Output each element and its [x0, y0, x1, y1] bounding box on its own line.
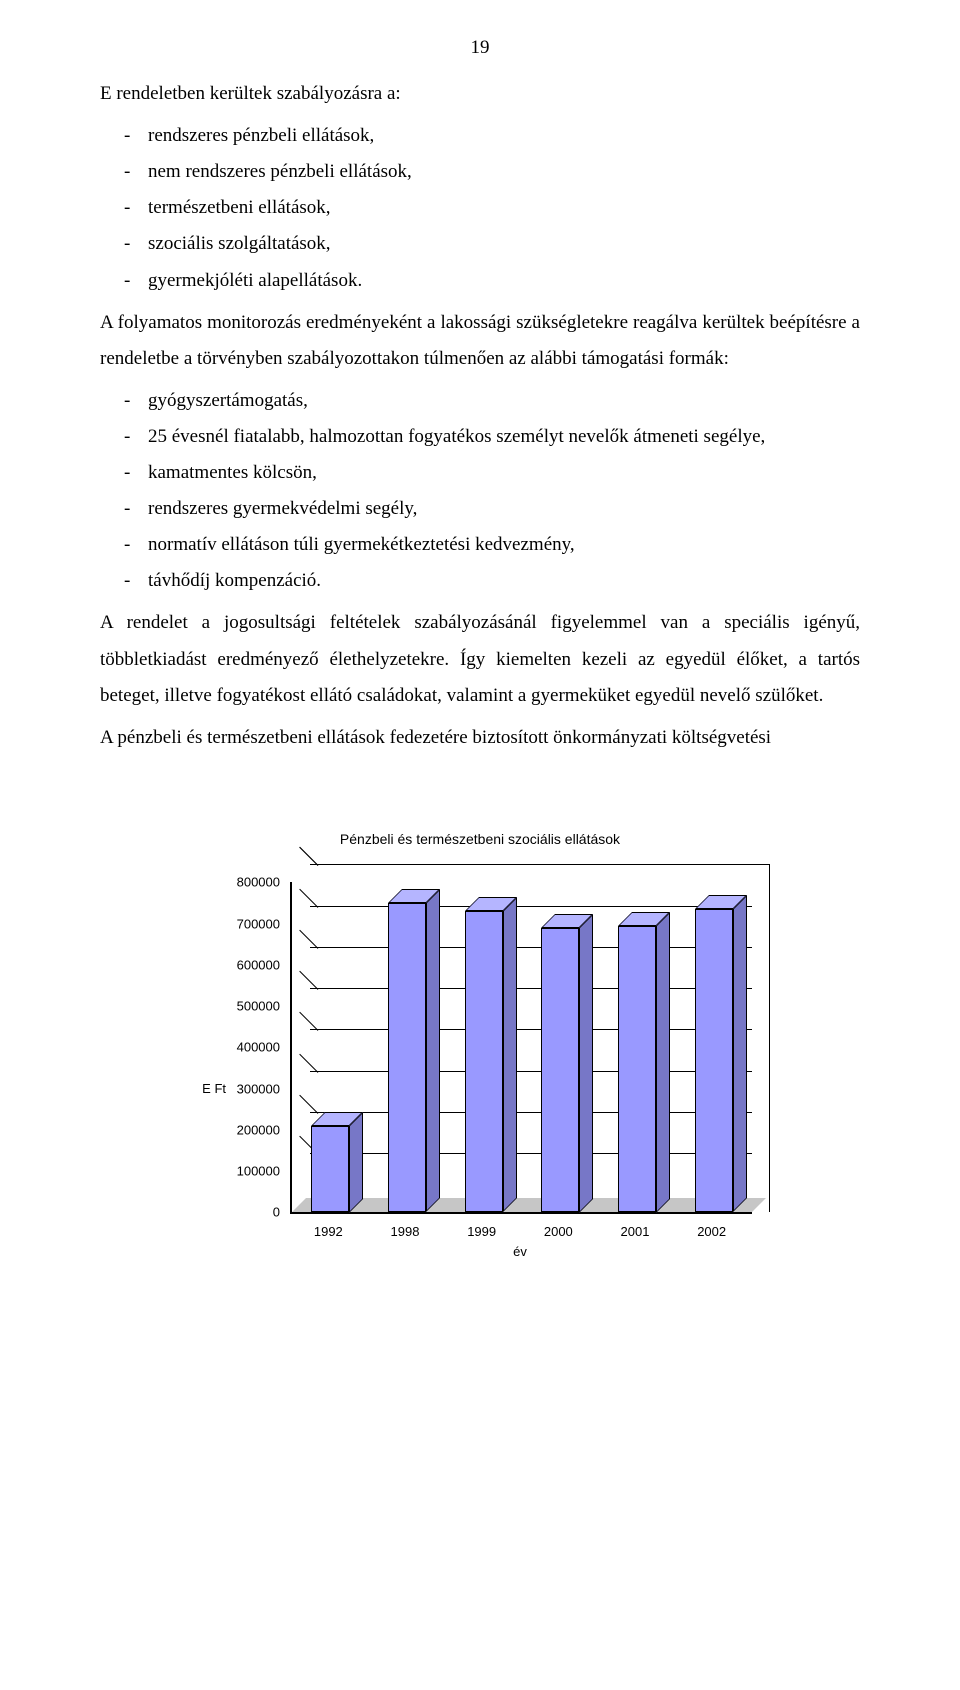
page-number: 19 — [100, 30, 860, 66]
paragraph-4: A pénzbeli és természetbeni ellátások fe… — [100, 720, 860, 756]
bar-front — [695, 909, 733, 1212]
list-item: rendszeres pénzbeli ellátások, — [100, 118, 860, 154]
list-item: kamatmentes kölcsön, — [100, 455, 860, 491]
y-tick-label: 700000 — [190, 917, 280, 930]
x-axis-label: év — [290, 1240, 750, 1265]
y-tick-label: 400000 — [190, 1041, 280, 1054]
bar — [465, 911, 503, 1212]
bar-front — [388, 903, 426, 1212]
bar-front — [618, 926, 656, 1213]
bar-side — [426, 889, 440, 1212]
document-page: 19 E rendeletben kerültek szabályozásra … — [0, 0, 960, 1690]
list-item: nem rendszeres pénzbeli ellátások, — [100, 154, 860, 190]
paragraph-3: A rendelet a jogosultsági feltételek sza… — [100, 605, 860, 713]
bar — [618, 926, 656, 1213]
x-tick-label: 1992 — [314, 1220, 343, 1245]
chart-container: Pénzbeli és természetbeni szociális ellá… — [100, 826, 860, 1253]
y-tick-label: 0 — [190, 1206, 280, 1219]
x-tick-label: 2001 — [621, 1220, 650, 1245]
list-item: rendszeres gyermekvédelmi segély, — [100, 491, 860, 527]
bar-side — [733, 895, 747, 1212]
x-tick-label: 2002 — [697, 1220, 726, 1245]
paragraph-2: A folyamatos monitorozás eredményeként a… — [100, 305, 860, 377]
x-tick-label: 1998 — [391, 1220, 420, 1245]
y-tick-label: 200000 — [190, 1123, 280, 1136]
list-item: gyógyszertámogatás, — [100, 383, 860, 419]
list-item: normatív ellátáson túli gyermekétkezteté… — [100, 527, 860, 563]
bar — [541, 928, 579, 1213]
y-tick-label: 800000 — [190, 876, 280, 889]
y-tick-label: 300000 — [190, 1082, 280, 1095]
x-tick-label: 1999 — [467, 1220, 496, 1245]
bar-front — [465, 911, 503, 1212]
bar-side — [656, 912, 670, 1213]
list-item: természetbeni ellátások, — [100, 190, 860, 226]
list-item: gyermekjóléti alapellátások. — [100, 263, 860, 299]
bar-side — [579, 914, 593, 1213]
list-1: rendszeres pénzbeli ellátások, nem rends… — [100, 118, 860, 298]
bar-front — [311, 1126, 349, 1213]
bar — [311, 1126, 349, 1213]
bar-chart: Pénzbeli és természetbeni szociális ellá… — [190, 826, 770, 1253]
bars-group — [292, 882, 752, 1212]
bar — [695, 909, 733, 1212]
y-tick-label: 100000 — [190, 1165, 280, 1178]
bar-side — [349, 1112, 363, 1213]
plot-container: E Ft év 01000002000003000004000005000006… — [190, 882, 770, 1252]
chart-title: Pénzbeli és természetbeni szociális ellá… — [190, 826, 770, 853]
list-item: 25 évesnél fiatalabb, halmozottan fogyat… — [100, 419, 860, 455]
y-tick-label: 500000 — [190, 1000, 280, 1013]
plot-area — [290, 882, 752, 1214]
bar-side — [503, 897, 517, 1212]
x-tick-label: 2000 — [544, 1220, 573, 1245]
gridline — [310, 864, 752, 865]
intro-paragraph: E rendeletben kerültek szabályozásra a: — [100, 76, 860, 112]
bar-front — [541, 928, 579, 1213]
y-tick-label: 600000 — [190, 958, 280, 971]
list-2: gyógyszertámogatás, 25 évesnél fiatalabb… — [100, 383, 860, 600]
list-item: távhődíj kompenzáció. — [100, 563, 860, 599]
backwall-right — [769, 864, 770, 1212]
bar — [388, 903, 426, 1212]
list-item: szociális szolgáltatások, — [100, 226, 860, 262]
